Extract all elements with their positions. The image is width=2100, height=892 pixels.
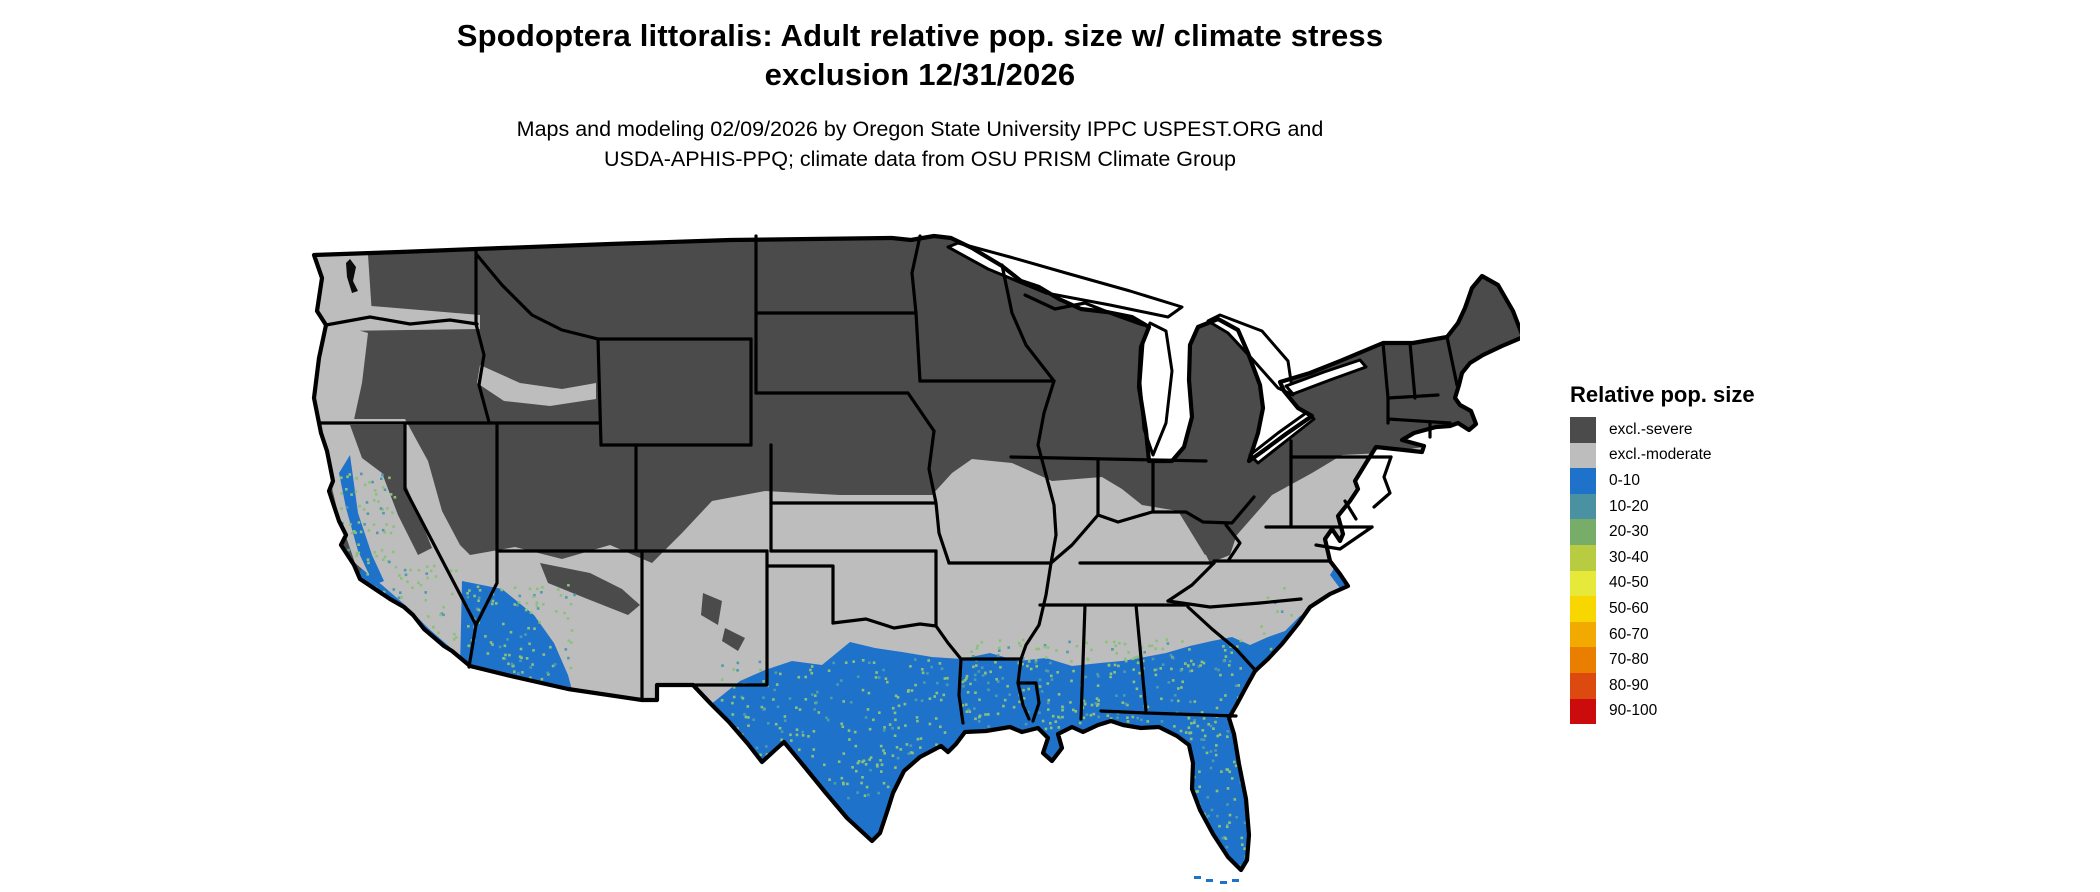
legend-swatch bbox=[1570, 544, 1596, 571]
legend-item: 40-50 bbox=[1570, 570, 1820, 597]
legend-swatch bbox=[1570, 417, 1596, 443]
us-outline bbox=[311, 233, 1520, 873]
state-border bbox=[1099, 709, 1238, 718]
legend-swatch bbox=[1570, 698, 1596, 725]
puget-sound bbox=[346, 259, 358, 293]
state-border bbox=[1372, 455, 1393, 509]
figure-title: Spodoptera littoralis: Adult relative po… bbox=[250, 16, 1590, 94]
legend-items: excl.-severe excl.-moderate 0-10 10-20 20-30… bbox=[1570, 417, 1820, 725]
state-border bbox=[1408, 341, 1417, 400]
legend-label: 20-30 bbox=[1609, 523, 1649, 541]
legend-swatch bbox=[1570, 468, 1596, 494]
state-border bbox=[475, 253, 600, 341]
state-border bbox=[1134, 603, 1148, 713]
state-border bbox=[1000, 263, 1056, 383]
great-lake bbox=[946, 241, 1184, 319]
florida-keys-pixel bbox=[1232, 879, 1239, 882]
legend-swatch bbox=[1570, 570, 1596, 597]
state-border bbox=[914, 311, 922, 383]
state-border bbox=[1314, 525, 1374, 551]
legend-item: 10-20 bbox=[1570, 493, 1820, 520]
map-raster bbox=[314, 236, 1520, 870]
state-border bbox=[831, 617, 938, 630]
state-border bbox=[1381, 341, 1390, 400]
legend-label: 60-70 bbox=[1609, 625, 1649, 643]
legend-swatch bbox=[1570, 442, 1596, 469]
legend-label: excl.-severe bbox=[1609, 420, 1693, 438]
us-climate-map bbox=[310, 233, 1520, 885]
figure-title-line1: Spodoptera littoralis: Adult relative po… bbox=[456, 18, 1384, 53]
legend-label: excl.-moderate bbox=[1609, 446, 1712, 464]
state-border bbox=[1386, 393, 1440, 400]
legend-label: 50-60 bbox=[1609, 599, 1649, 617]
legend-label: 10-20 bbox=[1609, 497, 1649, 515]
state-border bbox=[910, 234, 922, 315]
state-border bbox=[596, 337, 603, 447]
florida-keys-pixel bbox=[1206, 879, 1213, 882]
state-border bbox=[1016, 379, 1058, 721]
legend: Relative pop. size excl.-severe excl.-mod… bbox=[1570, 382, 1820, 725]
legend-item: 50-60 bbox=[1570, 596, 1820, 622]
figure-title-line2: exclusion 12/31/2026 bbox=[764, 57, 1076, 92]
legend-item: 90-100 bbox=[1570, 698, 1820, 725]
state-border bbox=[1079, 603, 1087, 721]
legend-swatch bbox=[1570, 493, 1596, 520]
state-border bbox=[1186, 605, 1258, 673]
legend-swatch bbox=[1570, 647, 1596, 673]
legend-item: 60-70 bbox=[1570, 621, 1820, 648]
legend-label: 30-40 bbox=[1609, 548, 1649, 566]
figure-subtitle: Maps and modeling 02/09/2026 by Oregon S… bbox=[250, 114, 1590, 174]
legend-label: 0-10 bbox=[1609, 471, 1641, 489]
state-border bbox=[1166, 597, 1303, 609]
legend-item: excl.-severe bbox=[1570, 417, 1820, 443]
state-border bbox=[474, 322, 491, 424]
florida-keys-pixel bbox=[1194, 876, 1201, 879]
legend-item: excl.-moderate bbox=[1570, 442, 1820, 469]
legend-label: 40-50 bbox=[1609, 574, 1649, 592]
legend-label: 70-80 bbox=[1609, 651, 1649, 669]
state-border bbox=[1445, 335, 1459, 387]
state-border bbox=[474, 549, 499, 627]
legend-title: Relative pop. size bbox=[1570, 382, 1755, 407]
florida-keys-pixel bbox=[1220, 881, 1227, 884]
state-border bbox=[1023, 293, 1145, 327]
legend-label: 90-100 bbox=[1609, 702, 1658, 720]
legend-item: 80-90 bbox=[1570, 672, 1820, 699]
legend-label: 80-90 bbox=[1609, 676, 1649, 694]
state-border bbox=[1166, 561, 1216, 603]
great-lake bbox=[1284, 358, 1368, 396]
state-border bbox=[324, 315, 479, 327]
legend-swatch bbox=[1570, 672, 1596, 699]
state-border bbox=[403, 421, 478, 669]
state-border bbox=[934, 624, 963, 661]
legend-item: 30-40 bbox=[1570, 544, 1820, 571]
legend-swatch bbox=[1570, 621, 1596, 648]
legend-swatch bbox=[1570, 519, 1596, 545]
state-border bbox=[1224, 523, 1242, 563]
us-map-svg bbox=[311, 233, 1520, 884]
legend-swatch bbox=[1570, 596, 1596, 622]
figure-subtitle-line2: USDA-APHIS-PPQ; climate data from OSU PR… bbox=[603, 147, 1237, 171]
state-border bbox=[927, 429, 951, 565]
state-border bbox=[765, 549, 835, 625]
figure-subtitle-line1: Maps and modeling 02/09/2026 by Oregon S… bbox=[516, 117, 1324, 141]
state-border bbox=[957, 657, 965, 725]
state-border bbox=[1386, 417, 1452, 425]
state-border bbox=[691, 564, 769, 687]
state-border bbox=[754, 391, 936, 433]
legend-item: 20-30 bbox=[1570, 519, 1820, 545]
state-border bbox=[1016, 681, 1041, 723]
legend-item: 70-80 bbox=[1570, 647, 1820, 673]
legend-item: 0-10 bbox=[1570, 468, 1820, 494]
